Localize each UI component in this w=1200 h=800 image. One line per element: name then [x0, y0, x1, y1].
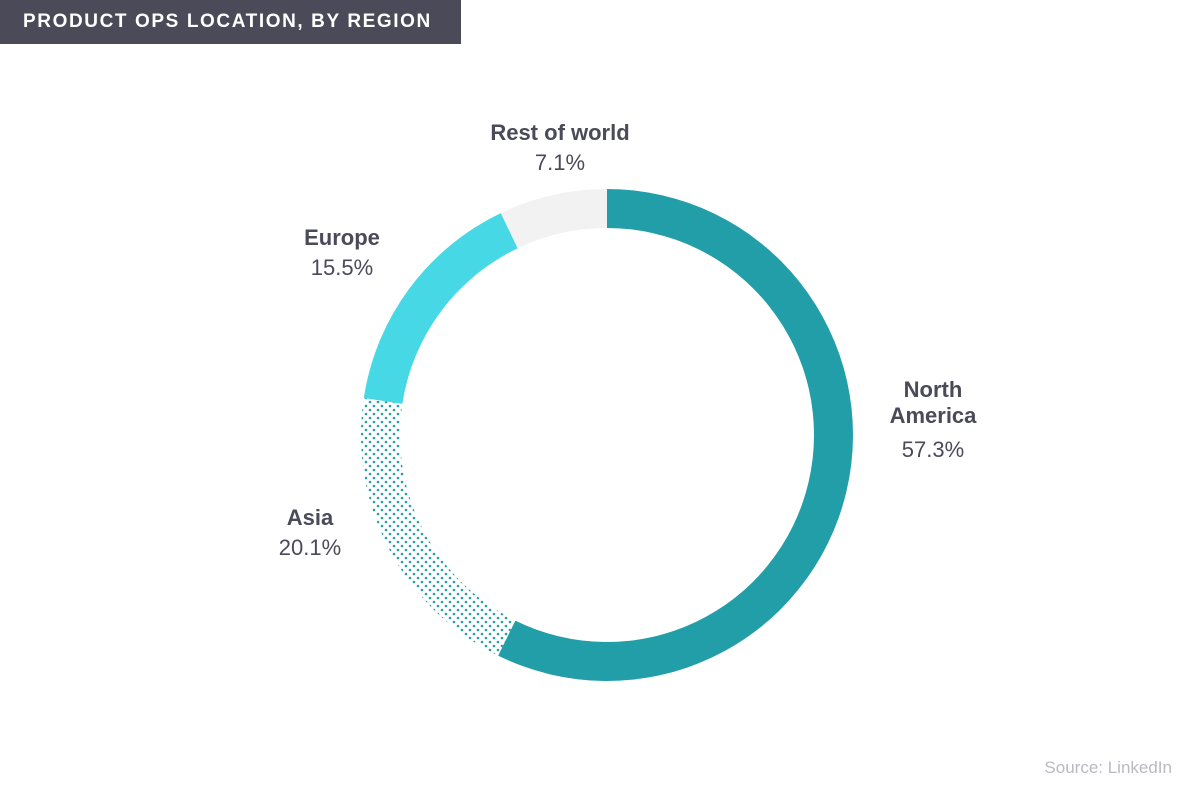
label-europe-name: Europe	[304, 225, 380, 250]
segment-europe	[363, 213, 518, 404]
label-europe: Europe 15.5%	[272, 225, 412, 283]
label-north-america: North America 57.3%	[868, 377, 998, 465]
label-north-america-name-2: America	[889, 403, 977, 428]
label-north-america-pct: 57.3%	[901, 437, 965, 462]
chart-title: PRODUCT OPS LOCATION, BY REGION	[0, 0, 461, 44]
label-asia: Asia 20.1%	[250, 505, 370, 563]
segment-asia	[361, 398, 516, 656]
label-rest-of-world-pct: 7.1%	[534, 150, 586, 175]
label-asia-pct: 20.1%	[278, 535, 342, 560]
label-europe-pct: 15.5%	[310, 255, 374, 280]
segment-north-america	[498, 189, 854, 681]
label-north-america-name-1: North	[903, 377, 963, 402]
label-rest-of-world-name: Rest of world	[490, 120, 630, 145]
segment-rest-of-world	[500, 189, 607, 249]
source-note: Source: LinkedIn	[1044, 758, 1172, 777]
label-rest-of-world: Rest of world 7.1%	[470, 120, 650, 178]
label-asia-name: Asia	[286, 505, 334, 530]
